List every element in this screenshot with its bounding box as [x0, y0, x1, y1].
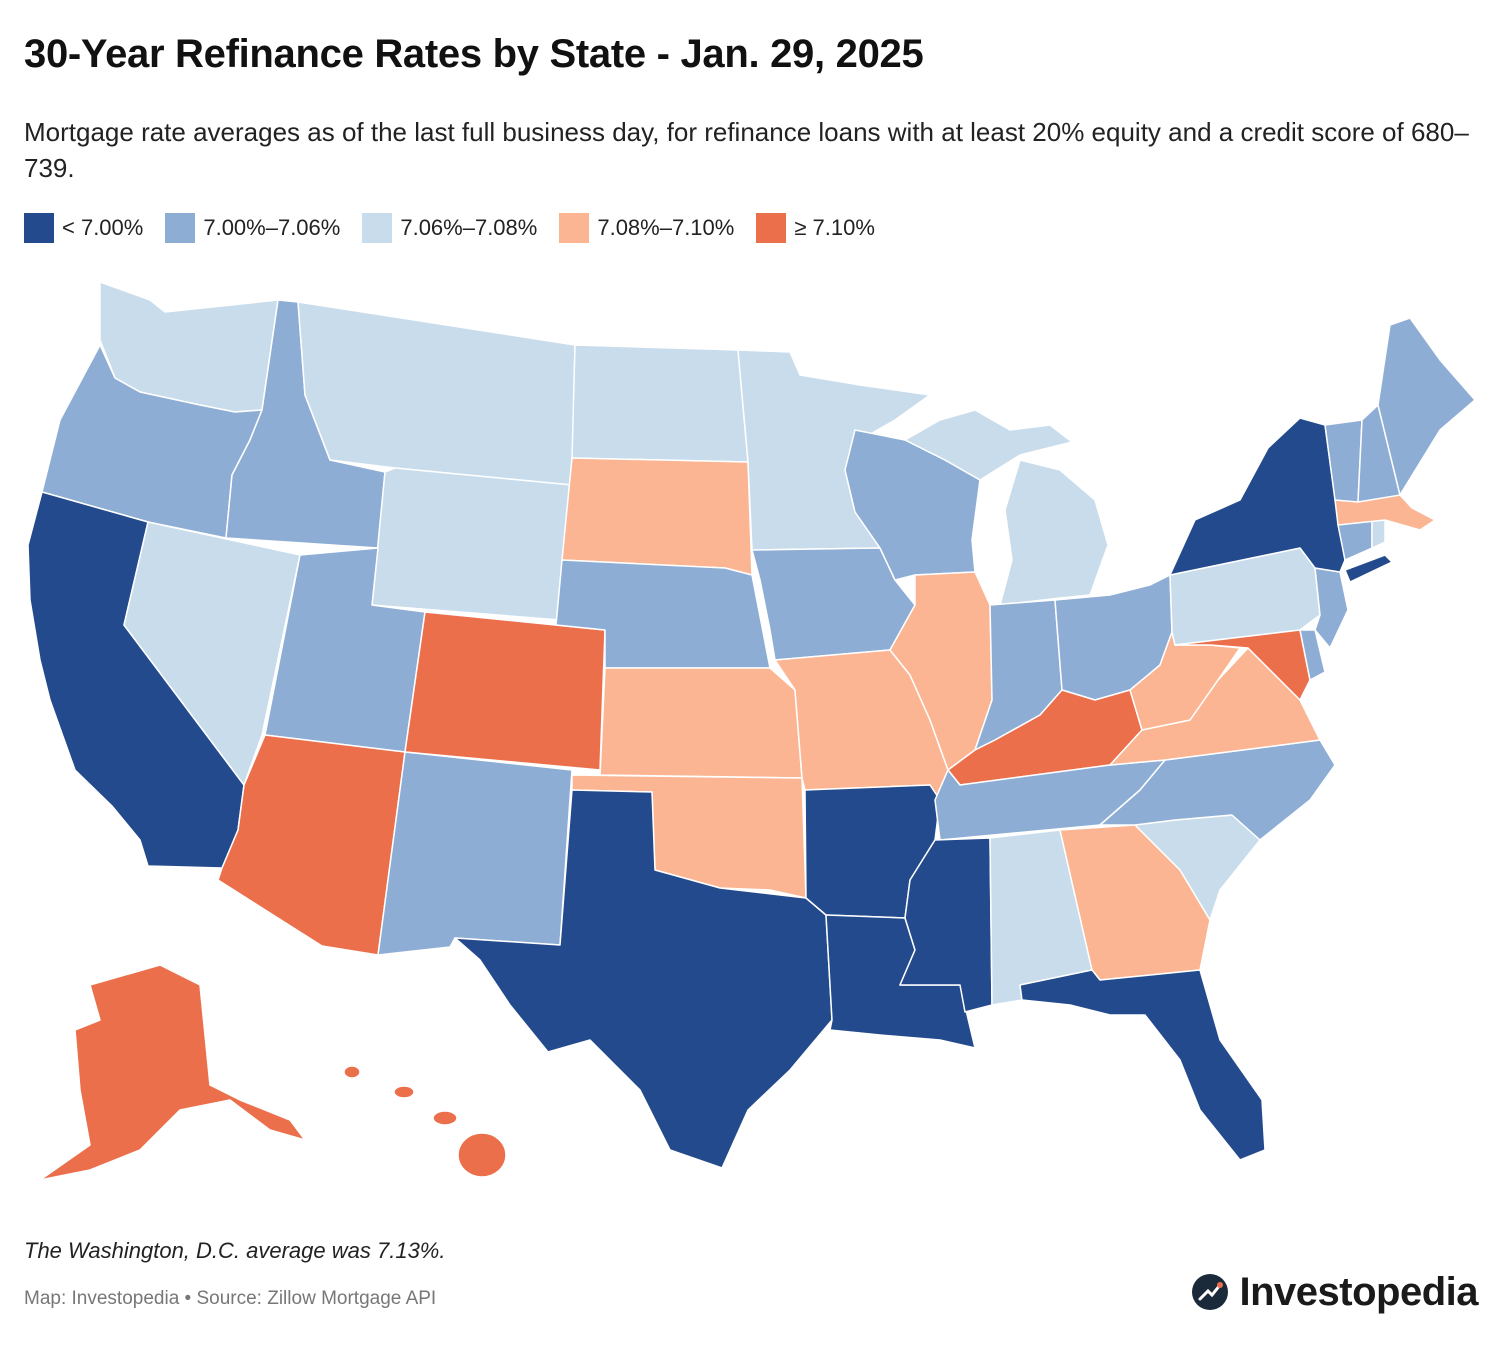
- state-HI-kauai[interactable]: [343, 1065, 361, 1079]
- chart-title: 30-Year Refinance Rates by State - Jan. …: [24, 32, 924, 76]
- state-MT[interactable]: [297, 301, 576, 486]
- us-map: [27, 281, 1476, 1181]
- legend-item: ≥ 7.10%: [756, 213, 875, 243]
- state-AK[interactable]: [39, 964, 306, 1181]
- state-SD[interactable]: [561, 457, 753, 576]
- legend-label: 7.00%–7.06%: [203, 215, 341, 240]
- state-NJ[interactable]: [1314, 567, 1349, 649]
- legend-swatch-4: [756, 213, 787, 243]
- state-MI[interactable]: [999, 459, 1109, 606]
- state-MI-UP[interactable]: [904, 409, 1073, 481]
- state-NY-LI[interactable]: [1344, 554, 1393, 583]
- state-ND[interactable]: [571, 344, 749, 463]
- legend-label: 7.08%–7.10%: [597, 215, 735, 240]
- legend: < 7.00% 7.00%–7.06% 7.06%–7.08% 7.08%–7.…: [24, 212, 897, 244]
- chart-subtitle: Mortgage rate averages as of the last fu…: [24, 117, 1469, 183]
- legend-label: ≥ 7.10%: [794, 215, 875, 240]
- legend-item: 7.08%–7.10%: [559, 213, 734, 243]
- state-HI-oahu[interactable]: [393, 1085, 415, 1099]
- state-TX[interactable]: [454, 789, 833, 1169]
- state-CO[interactable]: [404, 611, 606, 771]
- source-credit: Map: Investopedia • Source: Zillow Mortg…: [24, 1288, 437, 1309]
- state-FL[interactable]: [1019, 969, 1266, 1161]
- state-HI-maui[interactable]: [432, 1110, 458, 1126]
- legend-swatch-2: [362, 213, 393, 243]
- state-NV[interactable]: [123, 521, 301, 786]
- legend-label: 7.06%–7.08%: [400, 215, 538, 240]
- state-HI-big[interactable]: [457, 1132, 507, 1178]
- state-KS[interactable]: [599, 667, 803, 779]
- legend-item: < 7.00%: [24, 213, 143, 243]
- legend-item: 7.06%–7.08%: [362, 213, 537, 243]
- legend-swatch-3: [559, 213, 590, 243]
- investopedia-logo-text: Investopedia: [1239, 1269, 1478, 1314]
- state-MA[interactable]: [1334, 494, 1436, 531]
- legend-swatch-1: [165, 213, 196, 243]
- state-ME[interactable]: [1377, 317, 1476, 496]
- state-NM[interactable]: [377, 751, 573, 956]
- footnote: The Washington, D.C. average was 7.13%.: [24, 1238, 446, 1263]
- investopedia-logo[interactable]: Investopedia: [1191, 1270, 1478, 1314]
- legend-label: < 7.00%: [62, 215, 144, 240]
- state-WY[interactable]: [371, 467, 573, 621]
- state-NY[interactable]: [1169, 417, 1346, 576]
- state-DE[interactable]: [1299, 629, 1326, 681]
- state-NC[interactable]: [1099, 739, 1336, 841]
- legend-item: 7.00%–7.06%: [165, 213, 340, 243]
- investopedia-logo-icon: [1192, 1274, 1229, 1310]
- state-CT[interactable]: [1337, 519, 1373, 561]
- legend-swatch-0: [24, 213, 54, 243]
- state-RI[interactable]: [1371, 519, 1386, 549]
